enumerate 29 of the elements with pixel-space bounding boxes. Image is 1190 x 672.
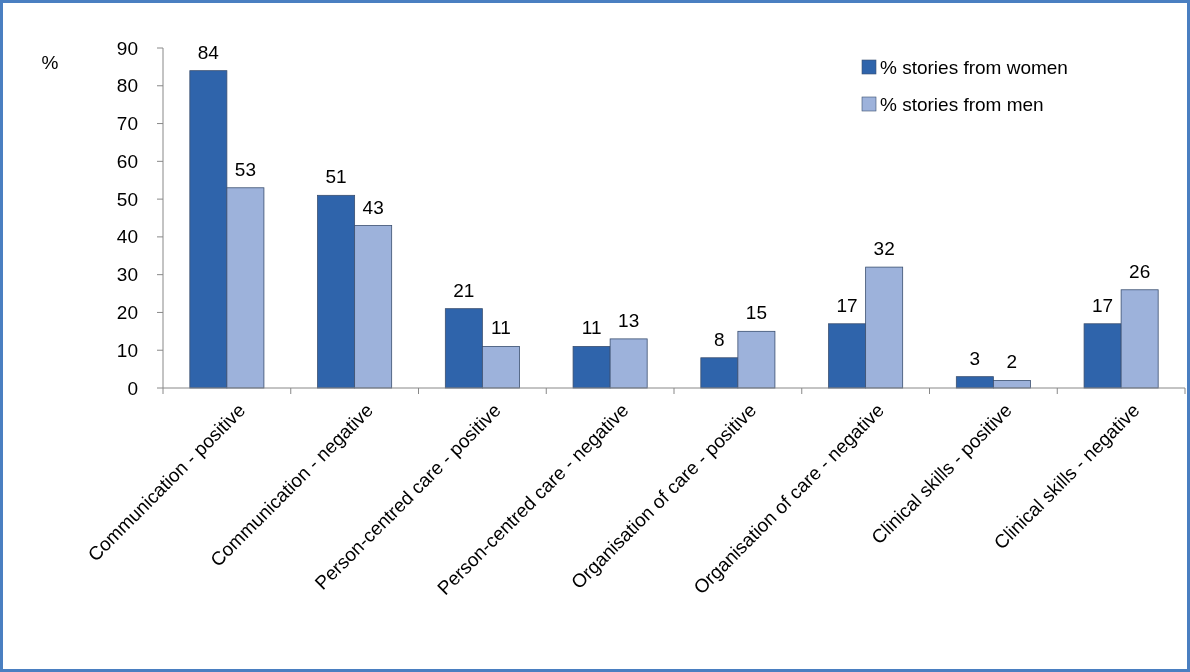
y-axis-title: % — [41, 51, 59, 73]
data-label: 3 — [969, 347, 981, 369]
legend-label: % stories from women — [880, 56, 1068, 78]
y-tick-label: 20 — [116, 301, 138, 323]
data-label: 11 — [581, 317, 602, 339]
y-tick-label: 40 — [116, 226, 138, 248]
data-label: 53 — [234, 158, 256, 180]
y-tick-label: 60 — [116, 150, 138, 172]
y-tick-label: 10 — [116, 339, 138, 361]
y-tick-label: 0 — [127, 377, 138, 399]
data-label: 17 — [1092, 294, 1114, 316]
y-tick-label: 30 — [116, 264, 138, 286]
data-label: 17 — [836, 294, 858, 316]
data-label: 51 — [325, 166, 347, 188]
data-label: 11 — [491, 317, 511, 339]
y-tick-label: 50 — [116, 188, 138, 210]
data-label: 32 — [873, 238, 895, 260]
data-label: 21 — [453, 279, 475, 301]
data-label: 15 — [745, 302, 767, 324]
data-label: 84 — [197, 41, 220, 63]
y-tick-label: 90 — [116, 37, 138, 59]
data-label: 13 — [618, 309, 640, 331]
y-tick-label: 80 — [116, 75, 138, 97]
data-label: 43 — [362, 196, 384, 218]
data-label: 8 — [714, 328, 725, 350]
y-tick-label: 70 — [116, 113, 138, 135]
data-label: 2 — [1006, 351, 1018, 373]
data-label: 26 — [1129, 260, 1151, 282]
legend-label: % stories from men — [880, 93, 1044, 115]
